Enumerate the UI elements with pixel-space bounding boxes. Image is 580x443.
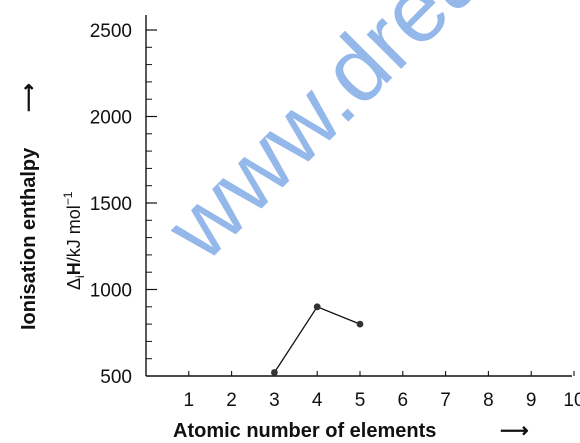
- x-tick-label: 10: [563, 390, 580, 411]
- data-point: [271, 369, 278, 376]
- x-tick-label: 2: [226, 390, 237, 411]
- data-point: [356, 320, 364, 328]
- y-unit-delta: Δ: [64, 278, 84, 290]
- x-tick-label: 3: [269, 390, 280, 411]
- x-tick-label: 9: [526, 390, 537, 411]
- y-axis-title: Ionisation enthalpy: [18, 147, 40, 330]
- y-tick-label: 1000: [90, 281, 132, 302]
- series-line: [273, 305, 361, 373]
- y-unit-H: H: [64, 262, 84, 275]
- y-ticks: 500 1000 1500 2000 2500: [90, 21, 157, 388]
- watermark: www.dream: [146, 0, 559, 280]
- y-axis-unit-group: ΔiH/kJ mol−1: [61, 191, 87, 290]
- y-tick-label: 500: [100, 367, 132, 388]
- x-tick-label: 5: [355, 390, 366, 411]
- y-unit-sup: −1: [61, 191, 75, 205]
- x-tick-label: 7: [440, 390, 451, 411]
- y-tick-label: 2000: [90, 108, 132, 129]
- y-unit-sub: i: [73, 275, 87, 278]
- y-minor-ticks: [146, 46, 152, 360]
- y-unit-rest: /kJ mol: [64, 205, 84, 262]
- y-tick-label: 2500: [90, 21, 132, 42]
- x-tick-label: 4: [312, 390, 323, 411]
- x-axis-arrow: ⟶: [500, 420, 529, 442]
- y-axis-title-group: Ionisation enthalpy ⟶: [18, 83, 40, 330]
- x-axis-title: Atomic number of elements: [173, 420, 436, 442]
- x-tick-label: 8: [483, 390, 494, 411]
- y-axis-unit: ΔiH/kJ mol−1: [61, 191, 87, 290]
- data-point: [313, 303, 321, 311]
- y-axis-arrow: ⟶: [18, 83, 40, 112]
- x-ticks: 1 2 3 4 5 6 7 8 9 10: [184, 371, 580, 411]
- series-group: [271, 303, 364, 376]
- x-tick-label: 6: [398, 390, 409, 411]
- x-tick-label: 1: [184, 390, 195, 411]
- y-tick-label: 1500: [90, 194, 132, 215]
